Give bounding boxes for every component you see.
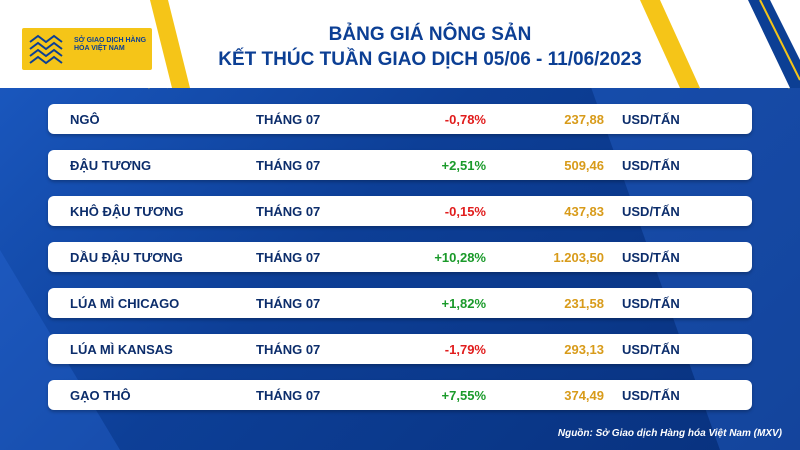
title-line-1: BẢNG GIÁ NÔNG SẢN <box>328 24 532 45</box>
price-value: 509,46 <box>564 158 604 173</box>
commodity-name: NGÔ <box>70 112 100 127</box>
logo-text: SỞ GIAO DỊCH HÀNG HÓA VIỆT NAM <box>74 37 147 52</box>
commodity-name: DẦU ĐẬU TƯƠNG <box>70 250 183 265</box>
contract-month: THÁNG 07 <box>256 388 321 403</box>
header-banner: SỞ GIAO DỊCH HÀNG HÓA VIỆT NAM BẢNG GIÁ … <box>0 0 800 88</box>
price-change: +1,82% <box>441 296 486 311</box>
price-value: 237,88 <box>564 112 604 127</box>
price-unit: USD/TẤN <box>622 342 680 357</box>
header-decoration <box>150 0 800 88</box>
price-value: 374,49 <box>564 388 604 403</box>
price-change: +10,28% <box>434 250 486 265</box>
contract-month: THÁNG 07 <box>256 204 321 219</box>
price-value: 437,83 <box>564 204 604 219</box>
contract-month: THÁNG 07 <box>256 296 321 311</box>
contract-month: THÁNG 07 <box>256 158 321 173</box>
commodity-name: LÚA MÌ CHICAGO <box>70 296 180 311</box>
price-unit: USD/TẤN <box>622 112 680 127</box>
commodity-name: KHÔ ĐẬU TƯƠNG <box>70 204 184 219</box>
mxv-logo: SỞ GIAO DỊCH HÀNG HÓA VIỆT NAM <box>22 28 152 70</box>
title-line-2: KẾT THÚC TUẦN GIAO DỊCH 05/06 - 11/06/20… <box>218 49 642 70</box>
price-change: +2,51% <box>441 158 486 173</box>
price-value: 1.203,50 <box>553 250 604 265</box>
price-value: 231,58 <box>564 296 604 311</box>
price-unit: USD/TẤN <box>622 296 680 311</box>
price-unit: USD/TẤN <box>622 204 680 219</box>
price-unit: USD/TẤN <box>622 250 680 265</box>
table-row: LÚA MÌ KANSAS THÁNG 07 -1,79% 293,13 USD/TẤN <box>48 334 752 364</box>
commodity-name: LÚA MÌ KANSAS <box>70 342 173 357</box>
price-value: 293,13 <box>564 342 604 357</box>
contract-month: THÁNG 07 <box>256 250 321 265</box>
price-change: -0,78% <box>444 112 486 127</box>
table-row: KHÔ ĐẬU TƯƠNG THÁNG 07 -0,15% 437,83 USD/TẤN <box>48 196 752 226</box>
price-change: +7,55% <box>441 388 486 403</box>
price-change: -0,15% <box>444 204 486 219</box>
contract-month: THÁNG 07 <box>256 342 321 357</box>
price-unit: USD/TẤN <box>622 388 680 403</box>
table-row: LÚA MÌ CHICAGO THÁNG 07 +1,82% 231,58 USD/TẤ… <box>48 288 752 318</box>
commodity-name: ĐẬU TƯƠNG <box>70 158 152 173</box>
table-row: GẠO THÔ THÁNG 07 +7,55% 374,49 USD/TẤN <box>48 380 752 410</box>
commodity-name: GẠO THÔ <box>70 388 131 403</box>
source-note: Nguồn: Sở Giao dịch Hàng hóa Việt Nam (M… <box>557 428 782 439</box>
logo-mark-icon <box>22 28 152 70</box>
page-title: BẢNG GIÁ NÔNG SẢN KẾT THÚC TUẦN GIAO DỊC… <box>180 22 680 72</box>
table-row: NGÔ THÁNG 07 -0,78% 237,88 USD/TẤN <box>48 104 752 134</box>
table-row: DẦU ĐẬU TƯƠNG THÁNG 07 +10,28% 1.203,50 USD/… <box>48 242 752 272</box>
table-row: ĐẬU TƯƠNG THÁNG 07 +2,51% 509,46 USD/TẤN <box>48 150 752 180</box>
contract-month: THÁNG 07 <box>256 112 321 127</box>
price-change: -1,79% <box>444 342 486 357</box>
price-unit: USD/TẤN <box>622 158 680 173</box>
